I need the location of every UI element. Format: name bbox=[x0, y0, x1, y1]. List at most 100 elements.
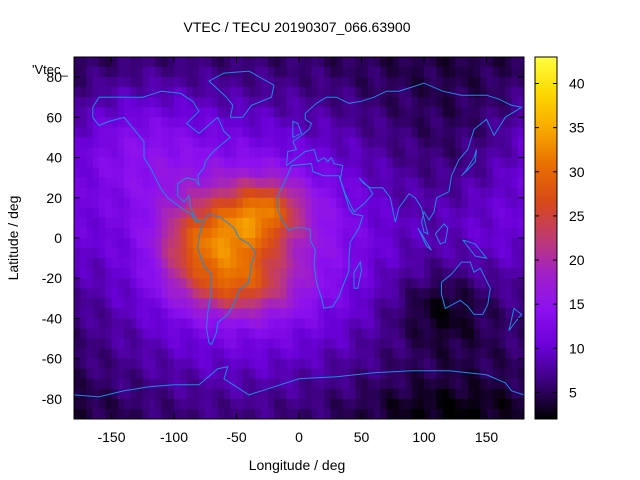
heatmap-cell bbox=[186, 318, 194, 330]
heatmap-cell bbox=[255, 117, 263, 128]
heatmap-cell bbox=[105, 127, 113, 139]
heatmap-cell bbox=[86, 67, 94, 78]
heatmap-cell bbox=[142, 177, 150, 189]
heatmap-cell bbox=[436, 248, 444, 259]
heatmap-cell bbox=[317, 238, 325, 249]
heatmap-cell bbox=[311, 308, 319, 320]
heatmap-cell bbox=[205, 398, 213, 410]
heatmap-cell bbox=[167, 117, 175, 128]
heatmap-cell bbox=[405, 308, 413, 320]
heatmap-cell bbox=[336, 197, 344, 209]
heatmap-cell bbox=[492, 147, 500, 159]
heatmap-cell bbox=[492, 278, 500, 289]
heatmap-cell bbox=[324, 308, 331, 320]
heatmap-cell bbox=[299, 87, 306, 98]
heatmap-cell bbox=[149, 328, 156, 340]
heatmap-cell bbox=[349, 157, 356, 169]
heatmap-cell bbox=[480, 408, 488, 419]
heatmap-cell bbox=[124, 57, 131, 68]
heatmap-cell bbox=[99, 197, 106, 209]
heatmap-cell bbox=[280, 328, 288, 340]
heatmap-cell bbox=[492, 187, 500, 199]
heatmap-cell bbox=[486, 408, 494, 419]
heatmap-cell bbox=[217, 127, 225, 139]
heatmap-cell bbox=[399, 408, 406, 419]
heatmap-cell bbox=[242, 408, 250, 419]
heatmap-cell bbox=[505, 167, 513, 179]
heatmap-cell bbox=[342, 408, 350, 419]
heatmap-cell bbox=[86, 398, 94, 410]
heatmap-cell bbox=[180, 117, 188, 128]
heatmap-cell bbox=[292, 328, 300, 340]
heatmap-cell bbox=[292, 298, 300, 309]
heatmap-cell bbox=[411, 268, 419, 279]
heatmap-cell bbox=[324, 338, 331, 350]
heatmap-cell bbox=[361, 217, 369, 229]
heatmap-cell bbox=[517, 67, 524, 78]
heatmap-cell bbox=[399, 388, 406, 400]
heatmap-cell bbox=[80, 258, 88, 269]
heatmap-cell bbox=[436, 398, 444, 410]
heatmap-cell bbox=[149, 298, 156, 309]
heatmap-cell bbox=[149, 268, 156, 279]
heatmap-cell bbox=[411, 157, 419, 169]
heatmap-cell bbox=[330, 187, 338, 199]
heatmap-cell bbox=[411, 328, 419, 340]
heatmap-cell bbox=[324, 147, 331, 159]
heatmap-cell bbox=[380, 408, 388, 419]
heatmap-cell bbox=[230, 197, 238, 209]
heatmap-cell bbox=[511, 338, 519, 350]
heatmap-cell bbox=[430, 358, 438, 370]
heatmap-cell bbox=[299, 238, 306, 249]
heatmap-cell bbox=[411, 207, 419, 219]
heatmap-cell bbox=[392, 217, 400, 229]
heatmap-cell bbox=[86, 358, 94, 370]
heatmap-cell bbox=[205, 197, 213, 209]
heatmap-cell bbox=[142, 157, 150, 169]
heatmap-cell bbox=[286, 107, 294, 118]
heatmap-cell bbox=[330, 77, 338, 88]
heatmap-cell bbox=[99, 77, 106, 88]
heatmap-cell bbox=[80, 278, 88, 289]
heatmap-cell bbox=[211, 338, 219, 350]
heatmap-cell bbox=[342, 97, 350, 108]
heatmap-cell bbox=[205, 408, 213, 419]
heatmap-cell bbox=[374, 67, 381, 78]
heatmap-cell bbox=[261, 57, 269, 68]
heatmap-cell bbox=[186, 338, 194, 350]
heatmap-cell bbox=[124, 388, 131, 400]
heatmap-cell bbox=[99, 57, 106, 68]
heatmap-cell bbox=[80, 97, 88, 108]
heatmap-cell bbox=[105, 278, 113, 289]
heatmap-cell bbox=[355, 187, 363, 199]
heatmap-cell bbox=[436, 408, 444, 419]
heatmap-cell bbox=[480, 258, 488, 269]
heatmap-cell bbox=[249, 167, 256, 179]
heatmap-cell bbox=[361, 147, 369, 159]
heatmap-cell bbox=[167, 127, 175, 139]
heatmap-cell bbox=[186, 268, 194, 279]
heatmap-cell bbox=[111, 278, 119, 289]
heatmap-cell bbox=[155, 348, 163, 360]
heatmap-cell bbox=[330, 348, 338, 360]
heatmap-cell bbox=[355, 97, 363, 108]
heatmap-cell bbox=[324, 298, 331, 309]
heatmap-cell bbox=[374, 117, 381, 128]
heatmap-cell bbox=[361, 338, 369, 350]
heatmap-cell bbox=[517, 318, 524, 330]
heatmap-cell bbox=[430, 348, 438, 360]
heatmap-cell bbox=[267, 107, 275, 118]
heatmap-cell bbox=[474, 187, 481, 199]
heatmap-cell bbox=[111, 217, 119, 229]
heatmap-cell bbox=[349, 408, 356, 419]
heatmap-cell bbox=[336, 248, 344, 259]
heatmap-cell bbox=[217, 197, 225, 209]
heatmap-cell bbox=[361, 107, 369, 118]
heatmap-cell bbox=[386, 358, 394, 370]
heatmap-cell bbox=[486, 127, 494, 139]
heatmap-cell bbox=[386, 67, 394, 78]
heatmap-cell bbox=[511, 288, 519, 299]
coastline bbox=[277, 163, 364, 309]
heatmap-cell bbox=[442, 137, 450, 149]
heatmap-cell bbox=[386, 298, 394, 309]
